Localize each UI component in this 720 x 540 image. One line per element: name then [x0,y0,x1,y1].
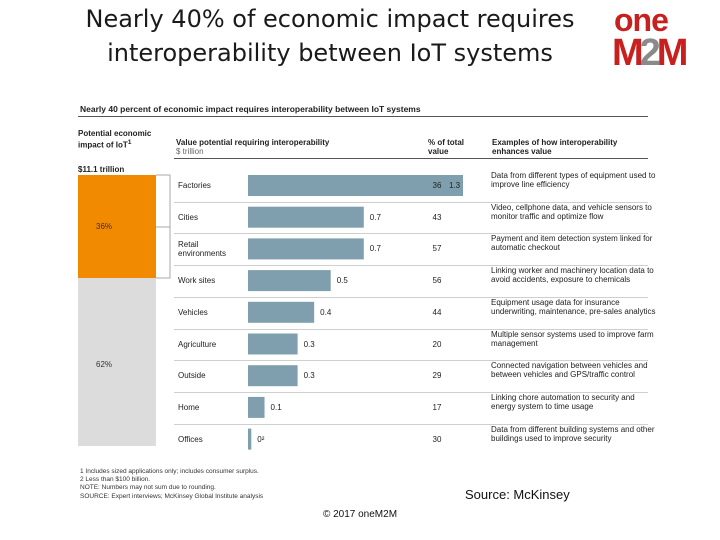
bar-factories [248,175,463,196]
note-3: NOTE: Numbers may not sum due to roundin… [80,484,216,491]
figure-notes: 1 Includes sized applications only; incl… [80,468,263,501]
example-text: Connected navigation between vehicles an… [491,361,648,380]
row-separator [174,328,648,330]
category-label: Cities [178,212,199,222]
value-label: 0.3 [303,339,315,349]
percent-of-total: 43 [432,212,442,222]
bar-cities [248,206,364,228]
example-text: Multiple sensor systems used to improve … [491,329,654,348]
bar-offices [248,428,252,450]
value-header-text: Value potential requiring interoperabili… [176,138,330,147]
percent-of-total: 20 [432,339,442,349]
figure-title: Nearly 40 percent of economic impact req… [80,104,421,114]
example-text: Payment and item detection system linked… [491,234,653,253]
value-label: 1.3 [449,181,461,190]
potential-footnote-marker: 1 [127,139,132,146]
row-separator [174,391,648,393]
percent-of-total: 29 [432,371,442,381]
category-label: Offices [178,434,203,444]
value-label: 0.7 [369,244,381,254]
pct-header: % of total value [428,138,464,156]
value-label: 0.1 [270,402,282,412]
bar-chart-svg [156,174,463,450]
header-rule [174,158,648,159]
category-label: Outside [178,371,206,381]
onem2m-logo: one M2M [612,2,712,74]
logo-one-text: one [614,2,669,38]
bar-work-sites [248,270,331,292]
row-separator [174,360,648,362]
potential-header: Potential economic impact of IoT1 [78,129,156,150]
category-label: Work sites [178,276,216,286]
category-label: Retail environments [178,240,227,259]
example-text: Video, cellphone data, and vehicle senso… [491,202,652,221]
example-text: Linking worker and machinery location da… [491,266,654,285]
slide-title: Nearly 40% of economic impact requires i… [60,2,600,70]
row-separator [174,296,648,298]
note-1: 1 Includes sized applications only; incl… [80,468,259,475]
examples-header: Examples of how interoperability enhance… [492,138,618,156]
percent-of-total: 30 [432,434,442,444]
example-text: Linking chore automation to security and… [491,392,635,411]
bar-outside [248,365,298,387]
bracket-top [156,174,171,179]
percent-of-total: 36 [432,181,442,190]
bar-home [248,396,265,418]
split-interop-segment [78,175,156,278]
value-label: 0.7 [369,212,381,222]
example-text: Data from different types of equipment u… [491,171,656,189]
bracket-bottom [156,274,171,279]
bars-group [248,175,463,450]
split-other-label: 62% [96,360,113,369]
slide-title-line2: interoperability between IoT systems [107,39,553,67]
potential-header-text: Potential economic impact of IoT [78,129,152,150]
figure-source: SOURCE: Expert interviews; McKinsey Glob… [80,493,264,500]
logo-two: 2 [639,32,661,74]
percent-of-total: 44 [432,307,442,317]
logo-m-second: M [656,32,689,74]
category-label: Vehicles [178,307,208,317]
bar-vehicles [248,301,315,323]
logo-m2m-text: M2M [612,32,689,74]
value-header: Value potential requiring interoperabili… [176,138,376,156]
value-header-unit: $ trillion [176,147,204,156]
source-caption: Source: McKinsey [465,487,570,502]
slide-title-line1: Nearly 40% of economic impact requires [85,5,575,33]
example-text: Equipment usage data for insurance under… [491,297,656,316]
example-text: Data from different building systems and… [491,424,655,443]
row-separator [174,423,648,425]
copyright-footer: © 2017 oneM2M [322,509,398,520]
row-separator [174,201,648,203]
logo-m-first: M [612,32,644,74]
percent-of-total: 57 [432,244,442,254]
row-separator [174,265,648,267]
note-2: 2 Less than $100 billion. [80,476,151,483]
value-label: 0² [257,434,265,444]
row-separator [174,233,648,235]
split-interop-label: 36% [96,222,113,231]
title-rule [78,116,648,117]
value-label: 0.3 [303,371,315,381]
category-label: Agriculture [178,339,217,349]
bar-agriculture [248,333,298,355]
bar-retail-environments [248,238,364,260]
category-label: Factories [178,181,211,190]
percent-of-total: 17 [432,402,442,412]
mckinsey-figure: Nearly 40 percent of economic impact req… [70,100,660,515]
split-other-segment [78,278,156,446]
percent-of-total: 56 [432,276,442,286]
category-label: Home [178,402,200,412]
value-label: 0.4 [320,307,332,317]
potential-total: $11.1 trillion [78,165,125,174]
value-label: 0.5 [336,276,348,286]
